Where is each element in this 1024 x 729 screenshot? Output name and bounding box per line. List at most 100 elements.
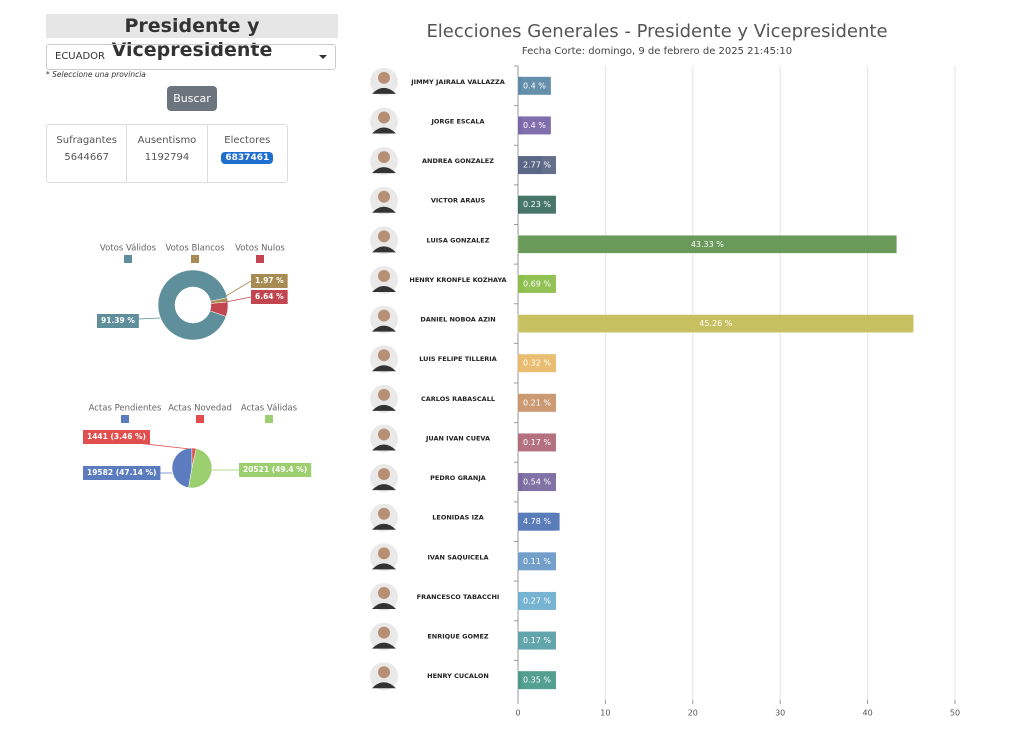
chart-title: Elecciones Generales - Presidente y Vice… (426, 21, 887, 42)
photo-head (378, 468, 390, 481)
photo-head (378, 269, 390, 282)
photo-head (378, 507, 390, 520)
value-label: 91.39 % (101, 316, 135, 325)
x-tick-label: 20 (688, 709, 698, 718)
bar (517, 314, 914, 333)
value-label: 2.77 % (523, 161, 551, 170)
legend-label: Actas Novedad (168, 404, 232, 414)
y-tick-label: PEDRO GRANJA (430, 474, 486, 482)
value-label: 0.4 % (523, 121, 546, 130)
photo-head (378, 547, 390, 560)
search-button[interactable]: Buscar (167, 86, 217, 111)
stat: Ausentismo 1192794 (127, 125, 208, 182)
value-label: 0.27 % (523, 596, 551, 605)
x-tick-label: 30 (775, 709, 785, 718)
value-label-bg (518, 552, 556, 571)
y-tick-label: FRANCESCO TABACCHI (417, 593, 500, 601)
photo-body (372, 246, 396, 253)
value-label-bg (518, 591, 556, 610)
province-select[interactable]: ECUADOR (46, 44, 336, 70)
value-label-bg (239, 463, 312, 477)
chart-subtitle: Fecha Corte: domingo, 9 de febrero de 20… (522, 46, 792, 57)
value-label: 0.23 % (523, 200, 551, 209)
y-tick-label: JORGE ESCALA (430, 117, 484, 125)
photo-body (372, 523, 396, 530)
value-label-bg (83, 430, 150, 444)
y-tick-label: JIMMY JAIRALA VALLAZZA (410, 78, 504, 86)
photo-body (372, 325, 396, 332)
legend-label: Votos Válidos (100, 244, 157, 254)
photo-body (372, 484, 396, 491)
stats-box: Sufragantes 5644667 Ausentismo 1192794 Ele… (46, 124, 288, 183)
value-label-bg (518, 473, 556, 492)
value-label: 0.54 % (523, 478, 551, 487)
photo-head (378, 428, 390, 441)
slice (188, 448, 213, 489)
photo-head (378, 190, 390, 203)
y-tick-label: DANIEL NOBOA AZIN (420, 316, 495, 324)
value-label-bg (518, 354, 556, 373)
value-label: 45.26 % (699, 319, 732, 328)
legend-label: Votos Blancos (165, 244, 225, 254)
y-tick-label: IVAN SAQUICELA (427, 553, 488, 561)
photo-body (372, 404, 396, 411)
value-label-bg (518, 631, 556, 650)
value-label-bg (518, 512, 556, 531)
x-tick-label: 0 (515, 709, 520, 718)
y-tick-label: LUISA GONZALEZ (427, 236, 490, 244)
photo-body (372, 563, 396, 570)
x-tick-label: 40 (863, 709, 873, 718)
legend-swatch (196, 415, 204, 423)
value-label-bg (518, 76, 551, 95)
value-label-bg (518, 671, 556, 690)
value-label: 19582 (47.14 %) (87, 468, 156, 477)
hint: * Seleccione una provincia (46, 70, 146, 79)
slice (171, 447, 193, 488)
value-label: 1.97 % (255, 276, 284, 285)
photo-body (372, 206, 396, 213)
value-label-bg (518, 116, 551, 135)
value-label: 4.78 % (523, 517, 551, 526)
value-label: 0.11 % (523, 557, 551, 566)
x-tick-label: 50 (950, 709, 960, 718)
slice (157, 269, 228, 341)
stat-value: 1192794 (144, 152, 190, 163)
stat-label: Ausentismo (137, 135, 197, 146)
leader-line (225, 296, 252, 303)
legend-label: Actas Pendientes (89, 404, 162, 414)
value-label-bg (518, 433, 556, 452)
stat-value: 6837461 (221, 152, 274, 164)
photo-body (372, 285, 396, 292)
stat-label: Sufragantes (56, 135, 117, 146)
value-label-bg (83, 466, 161, 480)
legend-swatch (256, 255, 264, 263)
stat: Sufragantes 5644667 (47, 125, 128, 182)
photo-head (378, 151, 390, 164)
stat-label: Electores (224, 135, 271, 146)
photo-head (378, 71, 390, 84)
value-label-bg (97, 314, 139, 328)
y-tick-label: LUIS FELIPE TILLERIA (419, 355, 497, 363)
legend-swatch (191, 255, 199, 263)
slice (209, 301, 229, 317)
photo-body (372, 167, 396, 174)
value-label-bg (518, 156, 556, 175)
y-tick-label: ANDREA GONZALEZ (422, 157, 494, 165)
value-label: 1441 (3.46 %) (87, 432, 146, 441)
value-label: 0.32 % (523, 359, 551, 368)
y-tick-label: VICTOR ARAUS (431, 197, 486, 205)
value-label: 0.17 % (523, 438, 551, 447)
photo-head (378, 230, 390, 243)
value-label: 0.69 % (523, 279, 551, 288)
photo-body (372, 642, 396, 649)
value-label: 43.33 % (691, 240, 724, 249)
value-label-bg (251, 274, 288, 288)
photo-body (372, 127, 396, 134)
photo-body (372, 682, 396, 689)
photo-head (378, 626, 390, 639)
photo-body (372, 444, 396, 451)
legend-swatch (124, 255, 132, 263)
bar (517, 235, 897, 254)
legend-swatch (121, 415, 129, 423)
